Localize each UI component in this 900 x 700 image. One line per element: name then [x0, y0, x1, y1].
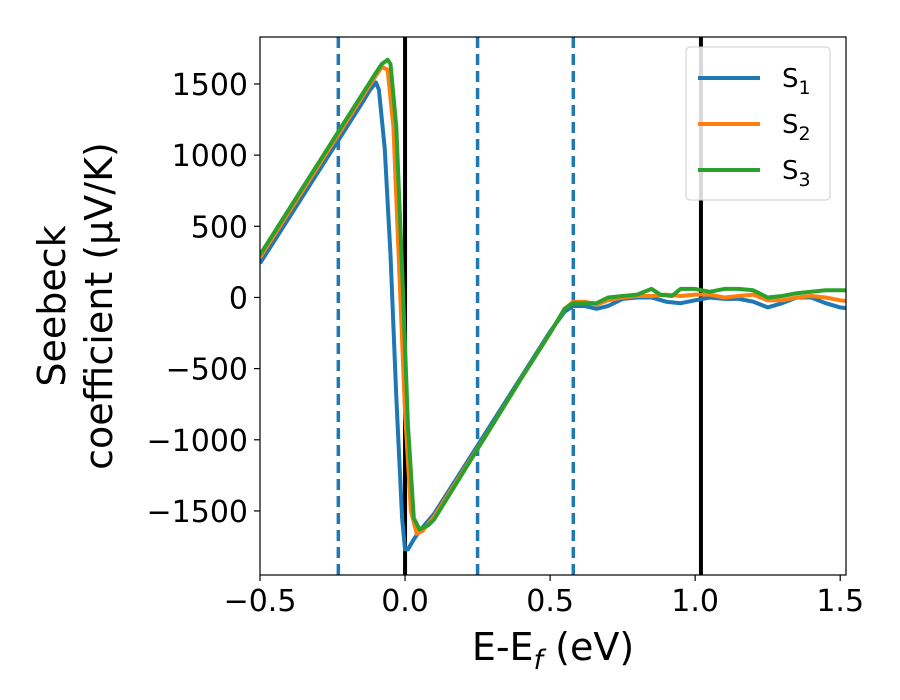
y-tick-label: −1000 — [147, 424, 248, 459]
y-tick-label: 1000 — [172, 139, 248, 174]
y-tick-label: 500 — [191, 210, 248, 245]
x-tick-label: 1.0 — [671, 584, 719, 619]
x-tick-label: 1.5 — [816, 584, 864, 619]
x-tick-label: 0.0 — [381, 584, 429, 619]
legend-label-1: S1 — [782, 64, 811, 99]
series-lines — [260, 57, 846, 552]
x-tick-label: 0.5 — [526, 584, 574, 619]
y-axis-ticks: −1500 −1000 −500 0 500 1000 1500 — [147, 68, 260, 530]
x-axis-ticks: −0.5 0.0 0.5 1.0 1.5 — [224, 575, 864, 619]
y-axis-title-line2: coefficient (μV/K) — [77, 142, 121, 470]
x-axis-title: E-Ef (eV) — [472, 625, 634, 676]
legend-label-2: S2 — [782, 110, 811, 145]
series-line-3 — [260, 57, 846, 532]
y-tick-label: 1500 — [172, 68, 248, 103]
legend-label-3: S3 — [782, 156, 811, 191]
y-tick-label: 0 — [229, 281, 248, 316]
legend: S1 S2 S3 — [685, 46, 831, 201]
y-tick-label: −500 — [166, 353, 248, 388]
plot-frame — [259, 36, 847, 576]
y-axis-title-line1: Seebeck — [30, 225, 74, 386]
y-tick-label: −1500 — [147, 495, 248, 530]
x-tick-label: −0.5 — [224, 584, 297, 619]
